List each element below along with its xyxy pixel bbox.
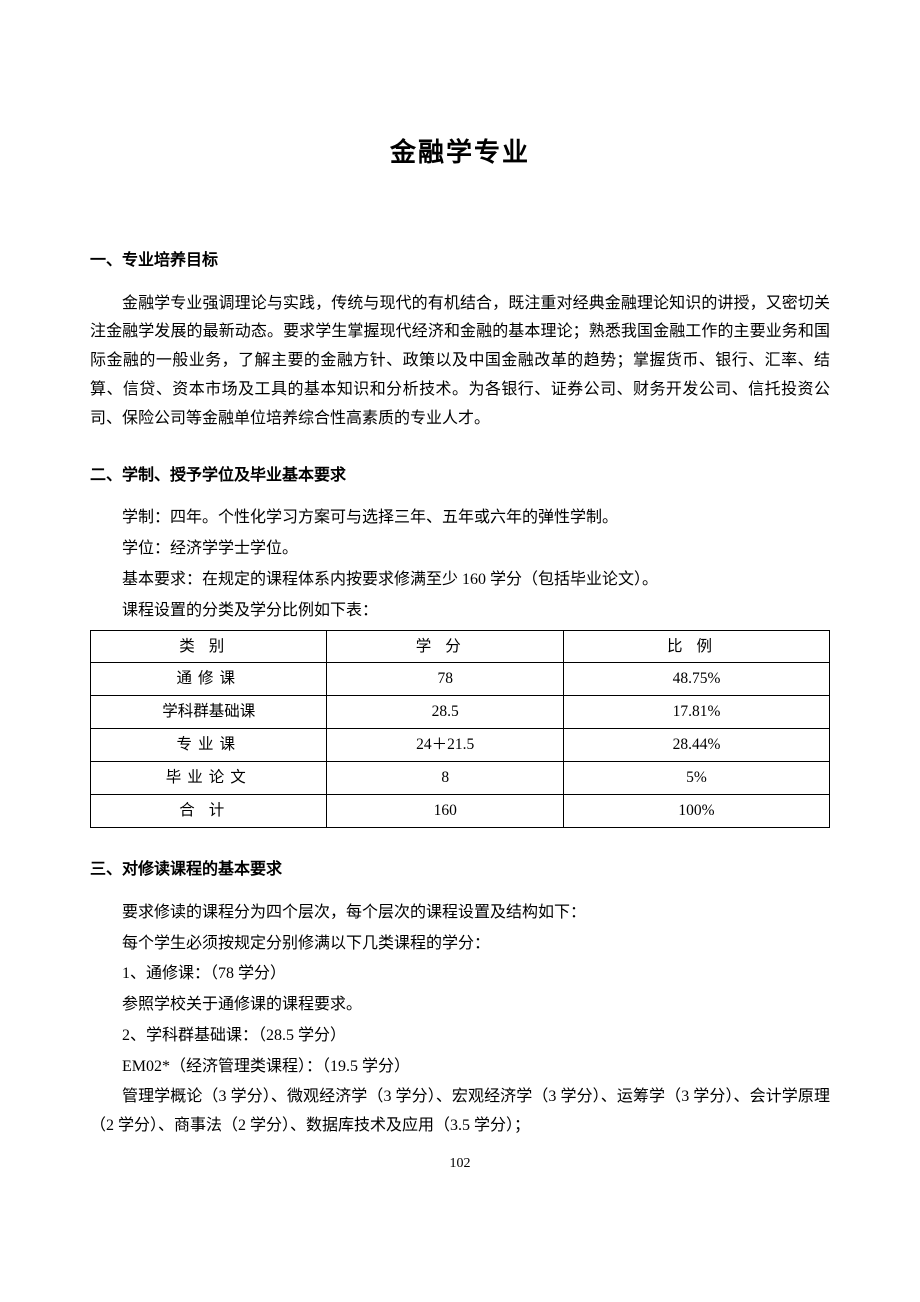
table-header-credits: 学分 (416, 638, 475, 655)
table-cell: 28.44% (673, 736, 721, 753)
table-row: 合计 160 100% (91, 795, 830, 828)
table-cell: 48.75% (673, 670, 721, 687)
table-row: 专业课 24＋21.5 28.44% (91, 729, 830, 762)
document-title: 金融学专业 (90, 130, 830, 177)
section-3-line-2: 每个学生必须按规定分别修满以下几类课程的学分： (90, 930, 830, 959)
table-row: 毕业论文 8 5% (91, 762, 830, 795)
table-cell: 通修课 (176, 670, 241, 687)
table-cell: 78 (437, 670, 453, 687)
table-cell: 8 (441, 769, 449, 786)
table-cell: 毕业论文 (166, 769, 252, 786)
table-cell: 100% (678, 802, 714, 819)
table-cell: 24＋21.5 (416, 736, 474, 753)
page-number: 102 (90, 1151, 830, 1176)
table-cell: 5% (686, 769, 707, 786)
credit-table: 类别 学分 比例 通修课 78 48.75% 学科群基础课 28.5 17.81… (90, 630, 830, 828)
section-2-heading: 二、学制、授予学位及毕业基本要求 (90, 462, 830, 491)
table-cell: 28.5 (432, 703, 459, 720)
table-header-row: 类别 学分 比例 (91, 630, 830, 663)
section-3-line-1: 要求修读的课程分为四个层次，每个层次的课程设置及结构如下： (90, 899, 830, 928)
section-2-line-4: 课程设置的分类及学分比例如下表： (90, 597, 830, 626)
table-header-ratio: 比例 (667, 638, 726, 655)
table-cell: 学科群基础课 (162, 703, 255, 720)
section-3-line-5: 2、学科群基础课：（28.5 学分） (90, 1022, 830, 1051)
section-3-line-3: 1、通修课：（78 学分） (90, 960, 830, 989)
section-2-line-1: 学制：四年。个性化学习方案可与选择三年、五年或六年的弹性学制。 (90, 504, 830, 533)
table-cell: 160 (434, 802, 457, 819)
table-row: 通修课 78 48.75% (91, 663, 830, 696)
section-1-body: 金融学专业强调理论与实践，传统与现代的有机结合，既注重对经典金融理论知识的讲授，… (90, 290, 830, 434)
table-cell: 合计 (179, 802, 238, 819)
table-header-category: 类别 (179, 638, 238, 655)
section-2-line-3: 基本要求：在规定的课程体系内按要求修满至少 160 学分（包括毕业论文）。 (90, 566, 830, 595)
table-cell: 专业课 (176, 736, 241, 753)
section-3-heading: 三、对修读课程的基本要求 (90, 856, 830, 885)
section-2-line-2: 学位：经济学学士学位。 (90, 535, 830, 564)
section-1-heading: 一、专业培养目标 (90, 247, 830, 276)
table-row: 学科群基础课 28.5 17.81% (91, 696, 830, 729)
section-3-line-6: EM02*（经济管理类课程）：（19.5 学分） (90, 1053, 830, 1082)
table-cell: 17.81% (673, 703, 721, 720)
section-3-line-7: 管理学概论（3 学分）、微观经济学（3 学分）、宏观经济学（3 学分）、运筹学（… (90, 1083, 830, 1141)
section-3-line-4: 参照学校关于通修课的课程要求。 (90, 991, 830, 1020)
